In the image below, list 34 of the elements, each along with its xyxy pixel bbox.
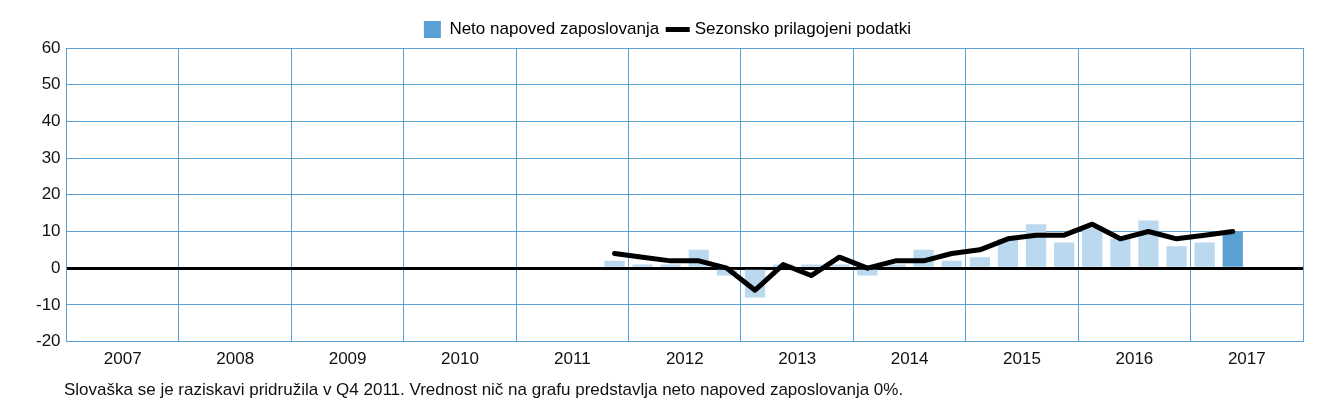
y-tick-label: -10 xyxy=(35,294,61,314)
bar xyxy=(857,269,878,276)
x-tick-label: 2015 xyxy=(1003,349,1041,369)
y-tick-label: 40 xyxy=(41,111,61,131)
x-tick-label: 2014 xyxy=(890,349,929,369)
bar xyxy=(969,257,990,267)
y-tick-label: 50 xyxy=(41,74,61,94)
bar xyxy=(1082,227,1103,267)
x-tick-label: 2013 xyxy=(778,349,817,369)
bar xyxy=(1166,246,1187,267)
x-tick-label: 2012 xyxy=(665,349,704,369)
y-tick-label: 30 xyxy=(41,147,61,167)
bar xyxy=(1194,242,1215,267)
bar xyxy=(632,264,653,267)
x-tick-label: 2010 xyxy=(441,349,479,369)
y-tick-label: -20 xyxy=(35,331,61,351)
y-tick-label: 60 xyxy=(41,37,61,57)
x-tick-label: 2017 xyxy=(1227,349,1266,369)
y-tick-label: 20 xyxy=(41,184,61,204)
bar xyxy=(941,260,962,267)
x-tick-label: 2011 xyxy=(554,349,591,369)
legend-label: Neto napoved zaposlovanja xyxy=(449,19,660,39)
bar xyxy=(604,260,625,267)
bar xyxy=(1110,238,1131,267)
x-tick-label: 2008 xyxy=(216,349,255,369)
bar xyxy=(1054,242,1075,267)
y-tick-label: 10 xyxy=(41,221,61,241)
x-tick-label: 2007 xyxy=(103,349,142,369)
legend-label: Sezonsko prilagojeni podatki xyxy=(694,19,912,39)
x-tick-label: 2009 xyxy=(328,349,367,369)
x-tick-label: 2016 xyxy=(1115,349,1154,369)
bar xyxy=(660,264,681,267)
y-tick-label: 0 xyxy=(51,257,61,277)
text: Slovaška se je raziskavi pridružila v Q4 2011. Vrednost nič na grafu predstavlja neto napoved zaposlovanja 0%. xyxy=(64,380,905,400)
